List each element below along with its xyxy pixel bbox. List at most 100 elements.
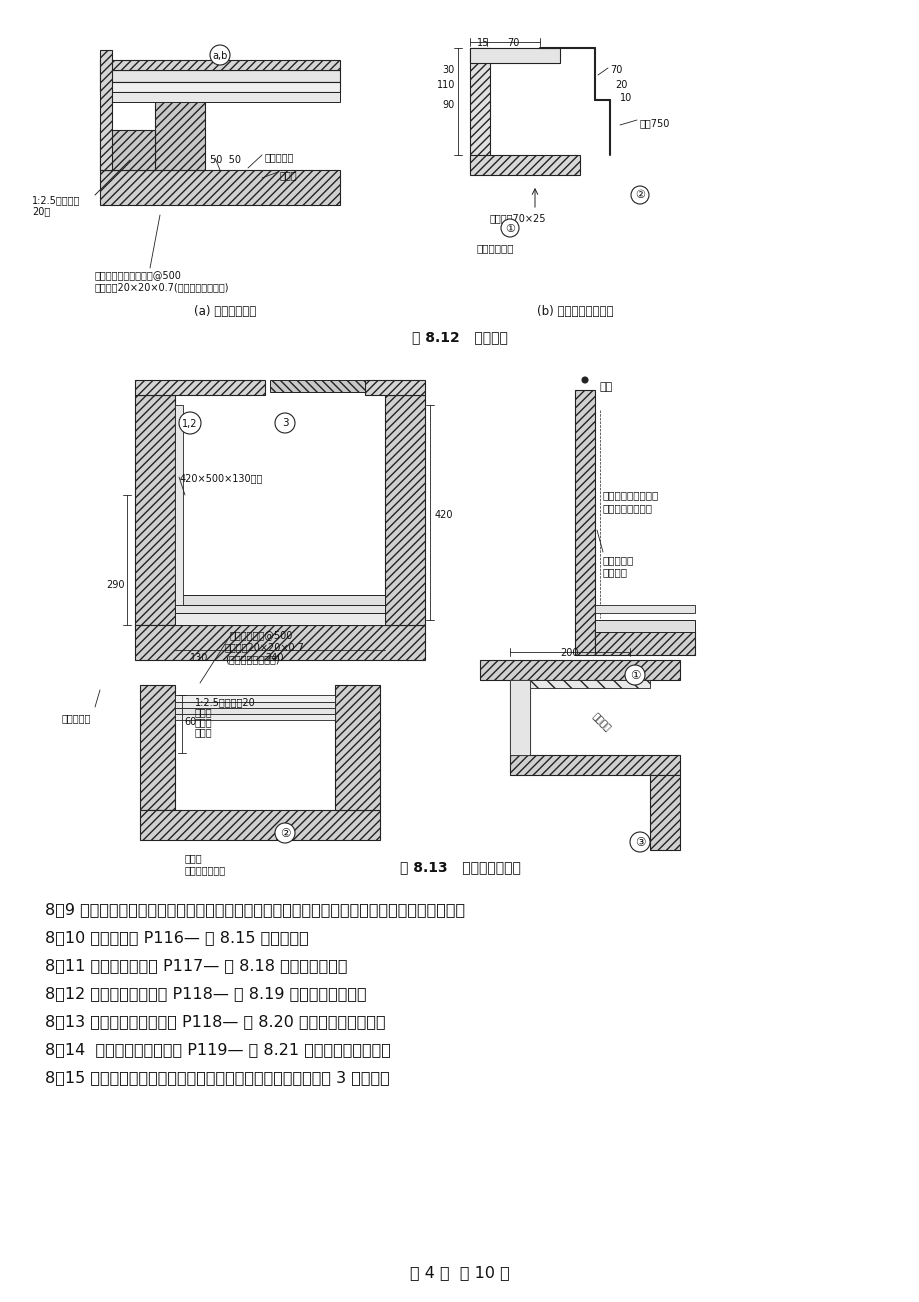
Bar <box>509 755 679 775</box>
Bar <box>470 155 579 174</box>
Text: 240: 240 <box>265 654 283 663</box>
Text: 找平层: 找平层 <box>195 727 212 737</box>
Bar <box>100 82 340 92</box>
Text: 水泥钉成射钉@500: 水泥钉成射钉@500 <box>230 630 293 641</box>
Text: 附加层: 附加层 <box>195 717 212 727</box>
Text: 420: 420 <box>435 510 453 519</box>
Polygon shape <box>154 79 205 171</box>
Text: 1:2.5水泥砂浆: 1:2.5水泥砂浆 <box>32 195 80 204</box>
Text: 防腐木条70×25: 防腐木条70×25 <box>490 214 546 223</box>
Bar <box>135 625 425 660</box>
Text: 60: 60 <box>184 717 196 727</box>
Bar <box>595 605 694 613</box>
Circle shape <box>210 46 230 65</box>
Bar <box>529 680 650 687</box>
Text: 130: 130 <box>190 654 208 663</box>
Text: 附加一层卷: 附加一层卷 <box>602 555 633 565</box>
Text: 第 4 页  共 10 页: 第 4 页 共 10 页 <box>410 1266 509 1280</box>
Text: 1,2: 1,2 <box>182 418 198 428</box>
Circle shape <box>582 378 587 383</box>
Text: 防水层: 防水层 <box>279 171 298 180</box>
Text: ②: ② <box>634 190 644 201</box>
Bar <box>175 613 384 625</box>
Bar <box>480 660 679 680</box>
Bar <box>175 702 335 708</box>
Text: 90: 90 <box>442 100 455 109</box>
Text: 110: 110 <box>437 79 455 90</box>
Text: 密封膏封严: 密封膏封严 <box>265 152 294 161</box>
Text: 3: 3 <box>281 418 288 428</box>
Circle shape <box>179 411 200 434</box>
Bar <box>335 685 380 810</box>
Text: ③: ③ <box>634 836 644 849</box>
Text: 镀锌铁皮滴水: 镀锌铁皮滴水 <box>476 243 513 253</box>
Bar <box>384 395 425 625</box>
Bar <box>175 713 335 720</box>
Text: 8、14  高低跨处变形缝构造 P119— 图 8.21 高低跨处变形缝构造: 8、14 高低跨处变形缝构造 P119— 图 8.21 高低跨处变形缝构造 <box>45 1042 391 1057</box>
Text: 70: 70 <box>609 65 621 76</box>
Text: ①: ① <box>630 669 640 682</box>
Text: 圆钉钉于板内燕尾木上@500: 圆钉钉于板内燕尾木上@500 <box>95 270 182 280</box>
Text: 8、10 内天沟构造 P116— 图 8.15 内天沟构造: 8、10 内天沟构造 P116— 图 8.15 内天沟构造 <box>45 930 309 945</box>
Bar <box>470 48 490 168</box>
Text: 中距750: 中距750 <box>640 118 670 128</box>
Bar <box>135 395 175 625</box>
Text: 290: 290 <box>107 579 125 590</box>
Text: 8、11 管道出屋面泛水 P117— 图 8.18 管道出屋面泛水: 8、11 管道出屋面泛水 P117— 图 8.18 管道出屋面泛水 <box>45 958 347 973</box>
Text: 钢筋混凝土天沟: 钢筋混凝土天沟 <box>185 865 226 875</box>
Text: 斜向通气: 斜向通气 <box>589 712 611 733</box>
Circle shape <box>501 219 518 237</box>
Circle shape <box>630 832 650 852</box>
Text: 材防水层: 材防水层 <box>602 566 628 577</box>
Text: a,b: a,b <box>212 51 227 60</box>
Bar <box>509 680 529 755</box>
Text: ②: ② <box>279 827 289 840</box>
Bar <box>175 405 183 605</box>
Bar <box>135 380 265 395</box>
Circle shape <box>624 665 644 685</box>
Text: 20厚: 20厚 <box>32 206 51 216</box>
Text: 8、12 高低跨处泛水构造 P118— 图 8.19 高低跨处泛水构造: 8、12 高低跨处泛水构造 P118— 图 8.19 高低跨处泛水构造 <box>45 986 367 1001</box>
Text: (涂膜防水层不钉固): (涂膜防水层不钉固) <box>225 654 279 664</box>
Text: 防水层: 防水层 <box>195 707 212 717</box>
Text: 15: 15 <box>476 38 489 48</box>
Circle shape <box>275 413 295 434</box>
Text: ①: ① <box>505 224 515 233</box>
Bar <box>365 380 425 395</box>
Text: 8、9 屋面泛水是指屋面与高出屋面的墙、烟囱及伸出屋面的设备管道的交缝处的防水构造处理。: 8、9 屋面泛水是指屋面与高出屋面的墙、烟囱及伸出屋面的设备管道的交缝处的防水构… <box>45 902 465 917</box>
Text: 30: 30 <box>442 65 455 76</box>
Bar <box>595 620 694 631</box>
Text: 镀锌垫片20×20×0.7(涂膜防水层不钉固): 镀锌垫片20×20×0.7(涂膜防水层不钉固) <box>95 283 229 292</box>
Text: 10: 10 <box>619 92 631 103</box>
Bar <box>100 49 112 171</box>
Text: 420×500×130墙垄: 420×500×130墙垄 <box>180 473 263 483</box>
Text: 密封膏封严: 密封膏封严 <box>62 713 91 723</box>
Text: 细石混凝土保护层: 细石混凝土保护层 <box>602 503 652 513</box>
Bar <box>509 680 529 755</box>
Text: 200: 200 <box>561 648 579 658</box>
Text: 栏杆: 栏杆 <box>599 381 613 392</box>
Text: 镀锌垫片20×20×0.7: 镀锌垫片20×20×0.7 <box>225 642 304 652</box>
Text: 70: 70 <box>506 38 518 48</box>
Text: 1:2.5水泥砂浆20: 1:2.5水泥砂浆20 <box>195 697 255 707</box>
Circle shape <box>630 186 648 204</box>
Bar <box>269 380 365 392</box>
Polygon shape <box>100 130 154 171</box>
Bar <box>175 708 335 713</box>
Bar <box>140 685 175 810</box>
Bar <box>175 605 384 613</box>
Text: (a) 卷材自然收头: (a) 卷材自然收头 <box>194 305 255 318</box>
Bar <box>140 810 380 840</box>
Bar <box>574 391 595 655</box>
Text: 图 8.12   挑檐构造: 图 8.12 挑檐构造 <box>412 329 507 344</box>
Text: 8、13 等高跨处变形缝构造 P118— 图 8.20 等高跨处变形缝构造: 8、13 等高跨处变形缝构造 P118— 图 8.20 等高跨处变形缝构造 <box>45 1014 385 1029</box>
Text: 50  50: 50 50 <box>210 155 241 165</box>
Text: 8、15 钢筋混凝土构件自防水屋面分为嵌缝式、脊带式和搭盖式 3 种构造。: 8、15 钢筋混凝土构件自防水屋面分为嵌缝式、脊带式和搭盖式 3 种构造。 <box>45 1070 390 1085</box>
Bar <box>100 60 340 70</box>
Text: 虚线表示水泥砂浆或: 虚线表示水泥砂浆或 <box>602 490 659 500</box>
Bar <box>595 630 694 655</box>
Bar <box>470 48 560 62</box>
Bar <box>100 70 340 82</box>
Text: 图 8.13   纵墙外槽沟构造: 图 8.13 纵墙外槽沟构造 <box>399 861 520 874</box>
Text: 20: 20 <box>614 79 627 90</box>
